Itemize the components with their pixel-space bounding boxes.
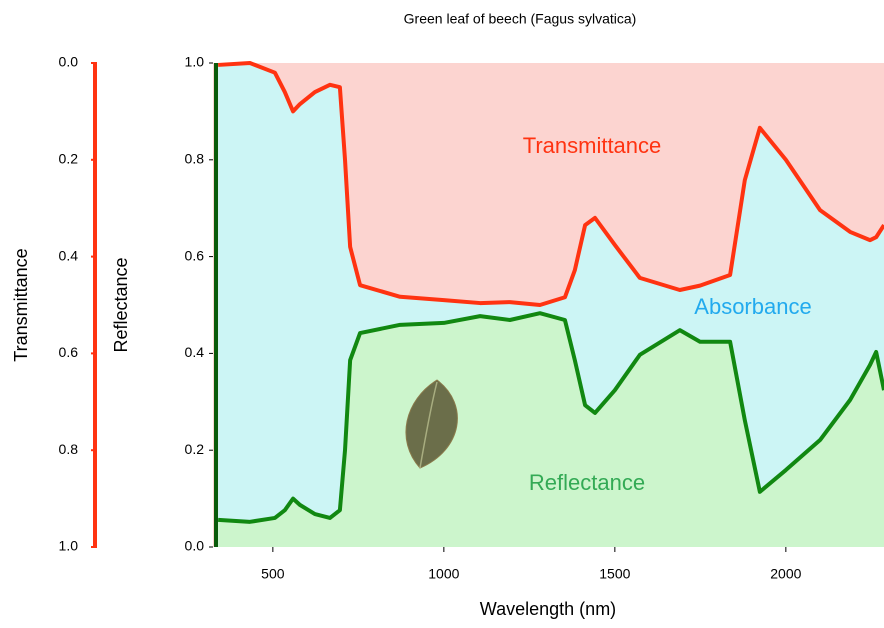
x-tick-label: 1000 xyxy=(428,566,459,582)
y2-tick-label: 0.4 xyxy=(59,247,79,263)
chart-title: Green leaf of beech (Fagus sylvatica) xyxy=(404,11,637,27)
area xyxy=(218,313,884,547)
x-tick-label: 2000 xyxy=(770,566,801,582)
annotation: Absorbance xyxy=(694,294,811,319)
y-tick-label: 0.6 xyxy=(185,247,205,263)
y-tick-label: 1.0 xyxy=(185,54,205,70)
annotation: Reflectance xyxy=(529,470,645,495)
line xyxy=(218,311,884,524)
y2-tick-label: 0.0 xyxy=(59,54,79,70)
annotation: Transmittance xyxy=(523,133,662,158)
y2-tick-label: 0.2 xyxy=(59,151,79,167)
y-tick-label: 0.2 xyxy=(185,441,205,457)
y-axis-label: Reflectance xyxy=(111,257,131,352)
y-tick-label: 0.8 xyxy=(185,151,205,167)
y2-axis-label: Transmittance xyxy=(11,248,31,361)
y-tick-label: 0.0 xyxy=(185,538,205,554)
x-tick-label: 500 xyxy=(261,566,285,582)
y-tick-label: 0.4 xyxy=(185,344,205,360)
x-axis-label: Wavelength (nm) xyxy=(480,599,616,619)
leaf-icon xyxy=(405,379,458,469)
line xyxy=(218,61,884,307)
x-tick-label: 1500 xyxy=(599,566,630,582)
y2-tick-label: 0.8 xyxy=(59,441,79,457)
leaf-vein xyxy=(419,381,438,469)
y2-tick-label: 1.0 xyxy=(59,538,79,554)
y2-tick-label: 0.6 xyxy=(59,344,79,360)
